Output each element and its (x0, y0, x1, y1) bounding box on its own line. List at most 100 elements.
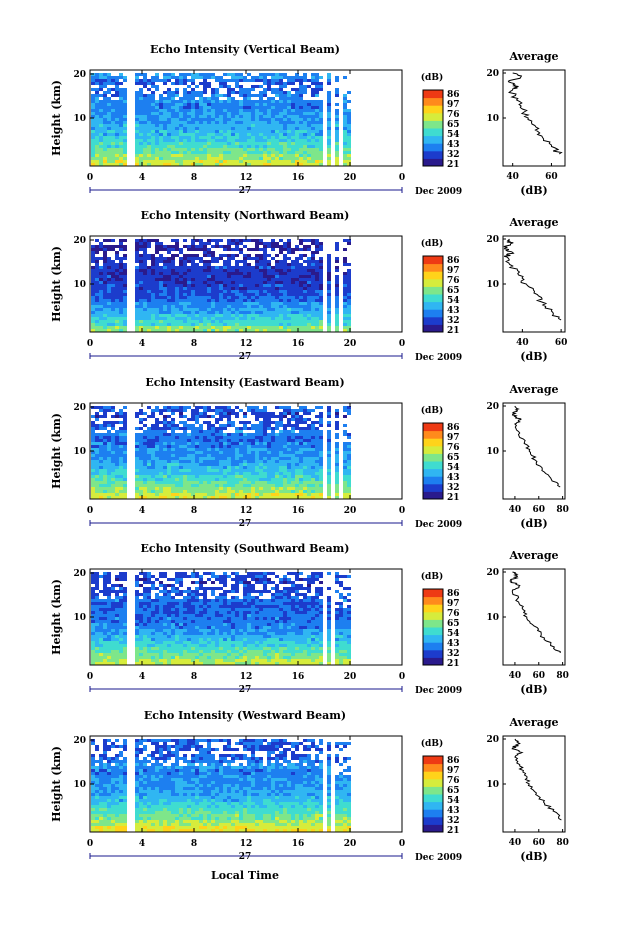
heat-cell (307, 136, 311, 139)
heat-cell (143, 97, 147, 100)
heat-cell (159, 287, 163, 290)
heat-cell (211, 100, 215, 103)
heat-cell (303, 73, 307, 76)
heat-cell (219, 82, 223, 85)
heat-cell (303, 139, 307, 142)
heat-cell (147, 290, 151, 293)
heat-cell (167, 139, 171, 142)
heat-cell (315, 290, 319, 293)
heat-cell (191, 493, 195, 496)
heat-cell (311, 163, 315, 166)
heat-cell (327, 115, 331, 118)
heat-cell (319, 469, 323, 472)
heat-cell (163, 121, 167, 124)
heat-cell (231, 490, 235, 493)
heat-cell (207, 272, 211, 275)
heat-cell (347, 308, 351, 311)
heat-cell (199, 287, 203, 290)
heat-cell (259, 293, 263, 296)
heat-cell (327, 148, 331, 151)
heat-cell (311, 130, 315, 133)
heat-cell (275, 302, 279, 305)
heat-cell (99, 475, 103, 478)
heat-cell (159, 163, 163, 166)
heat-cell (251, 463, 255, 466)
heat-cell (319, 314, 323, 317)
heat-cell (195, 451, 199, 454)
heat-cell (207, 263, 211, 266)
heat-cell (123, 299, 127, 302)
heat-cell (223, 460, 227, 463)
heat-cell (227, 151, 231, 154)
heat-cell (103, 91, 107, 94)
heat-cell (179, 457, 183, 460)
heat-cell (135, 326, 139, 329)
heat-cell (91, 493, 95, 496)
heat-cell (275, 109, 279, 112)
heat-cell (239, 100, 243, 103)
heat-cell (175, 424, 179, 427)
heat-cell (299, 421, 303, 424)
heat-cell (155, 130, 159, 133)
heat-cell (103, 478, 107, 481)
heat-cell (191, 484, 195, 487)
heat-cell (279, 493, 283, 496)
heat-cell (95, 263, 99, 266)
heat-cell (99, 493, 103, 496)
heat-cell (243, 436, 247, 439)
heat-cell (247, 109, 251, 112)
heat-cell (347, 475, 351, 478)
heat-cell (311, 448, 315, 451)
heat-cell (235, 109, 239, 112)
heat-cell (167, 433, 171, 436)
heat-cell (115, 493, 119, 496)
heat-cell (299, 154, 303, 157)
heat-cell (107, 269, 111, 272)
heat-cell (335, 139, 339, 142)
heat-cell (275, 148, 279, 151)
heat-cell (263, 433, 267, 436)
heat-cell (347, 281, 351, 284)
heat-cell (95, 317, 99, 320)
heat-cell (103, 287, 107, 290)
heat-cell (283, 329, 287, 332)
heat-cell (91, 245, 95, 248)
heat-cell (199, 317, 203, 320)
heat-cell (247, 320, 251, 323)
heat-cell (259, 100, 263, 103)
heat-cell (255, 239, 259, 242)
heat-cell (299, 133, 303, 136)
heat-cell (203, 157, 207, 160)
heat-cell (279, 302, 283, 305)
heat-cell (119, 281, 123, 284)
heat-cell (95, 451, 99, 454)
heat-cell (135, 317, 139, 320)
heat-cell (307, 430, 311, 433)
heat-cell (187, 245, 191, 248)
heat-cell (327, 121, 331, 124)
heat-cell (103, 469, 107, 472)
heat-cell (291, 275, 295, 278)
heat-cell (259, 112, 263, 115)
heat-cell (343, 448, 347, 451)
heat-cell (183, 457, 187, 460)
heat-cell (251, 269, 255, 272)
heat-cell (191, 154, 195, 157)
heat-cell (183, 296, 187, 299)
heat-cell (311, 454, 315, 457)
heat-cell (171, 457, 175, 460)
heat-cell (207, 136, 211, 139)
heat-cell (147, 308, 151, 311)
heat-cell (231, 424, 235, 427)
avg-x-axis-title: (dB) (520, 184, 547, 197)
heat-cell (227, 448, 231, 451)
heat-cell (307, 284, 311, 287)
heat-cell (167, 457, 171, 460)
heat-cell (203, 281, 207, 284)
heat-cell (279, 118, 283, 121)
heat-cell (159, 160, 163, 163)
heat-cell (171, 290, 175, 293)
heat-cell (219, 275, 223, 278)
heat-cell (259, 115, 263, 118)
heat-cell (171, 139, 175, 142)
